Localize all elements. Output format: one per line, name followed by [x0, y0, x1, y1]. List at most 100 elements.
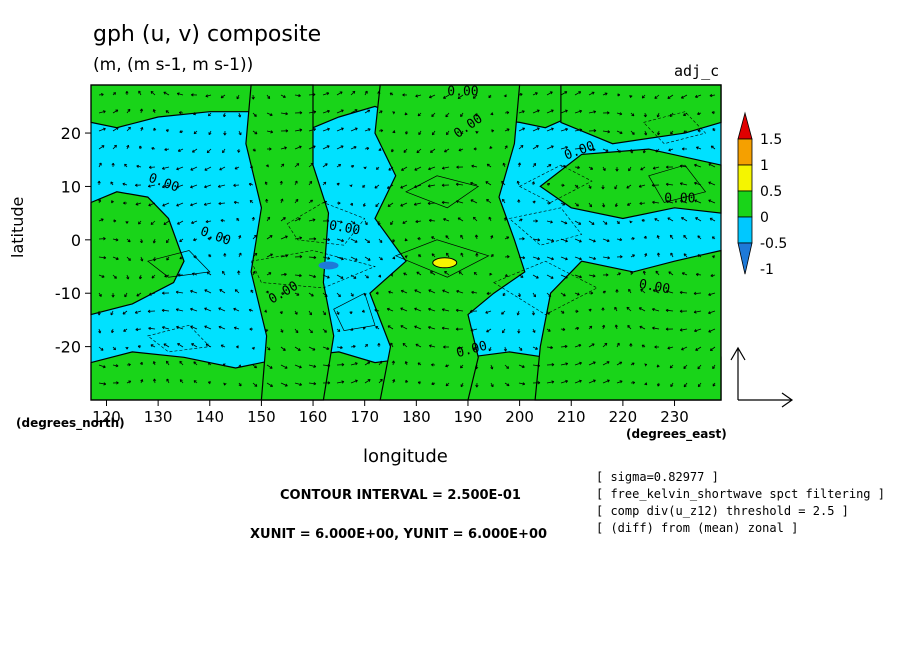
wind-vector-head — [460, 365, 464, 369]
wind-vector-head — [124, 294, 128, 298]
wind-vector-head — [404, 112, 408, 116]
wind-vector-head — [111, 294, 115, 298]
wind-vector — [205, 94, 212, 97]
wind-vector-head — [193, 255, 197, 259]
wind-vector — [252, 112, 257, 117]
wind-vector-head — [405, 131, 409, 135]
wind-vector-head — [179, 129, 183, 134]
wind-vector-head — [693, 310, 697, 314]
wind-vector-head — [431, 114, 435, 117]
wind-vector-head — [604, 342, 608, 346]
wind-vector — [308, 219, 316, 222]
x-tick-label: 130 — [144, 408, 173, 426]
wind-vector-head — [327, 381, 331, 385]
wind-vector-head — [134, 310, 138, 314]
wind-vector — [308, 346, 316, 351]
wind-vector-head — [488, 216, 492, 220]
wind-vector — [666, 183, 674, 186]
wind-vector — [308, 162, 314, 168]
wind-vector-head — [442, 289, 446, 293]
wind-vector — [308, 128, 316, 132]
wind-vector — [98, 256, 106, 259]
wind-vector-head — [233, 200, 237, 205]
wind-vector-head — [593, 110, 597, 114]
wind-vector-head — [204, 289, 208, 293]
wind-vector — [456, 309, 464, 312]
wind-vector-head — [365, 275, 369, 279]
wind-vector-head — [236, 345, 239, 349]
wind-vector — [112, 274, 117, 279]
wind-vector-head — [193, 361, 197, 365]
wind-vector-head — [136, 164, 140, 168]
wind-vector-head — [431, 382, 435, 386]
wind-vector — [442, 289, 450, 294]
wind-vector — [322, 256, 330, 260]
wind-vector-head — [340, 345, 343, 350]
wind-vector — [400, 184, 408, 189]
wind-vector-head — [270, 384, 273, 387]
positive-contour — [394, 239, 490, 278]
contour-label: 0.00 — [328, 218, 361, 238]
wind-vector-head — [248, 182, 252, 186]
wind-vector-head — [712, 128, 716, 132]
wind-vector-head — [233, 307, 237, 311]
wind-vector-head — [349, 311, 353, 315]
wind-vector-head — [123, 201, 126, 205]
wind-vector-head — [249, 200, 253, 203]
wind-vector-head — [281, 163, 285, 167]
wind-vector-head — [657, 132, 661, 136]
wind-vector-head — [374, 308, 378, 312]
wind-vector-head — [561, 183, 565, 187]
wind-vector-head — [693, 291, 697, 296]
wind-vector-head — [486, 163, 490, 167]
wind-vector-head — [641, 95, 645, 99]
wind-vector-head — [134, 183, 138, 187]
wind-vector — [680, 165, 688, 168]
wind-vector-head — [248, 308, 252, 312]
wind-vector — [308, 292, 314, 297]
wind-vector-head — [139, 145, 143, 149]
wind-vector-head — [668, 148, 672, 152]
wind-vector — [294, 382, 302, 386]
wind-vector — [233, 184, 240, 186]
wind-vector — [630, 130, 635, 135]
wind-vector — [441, 201, 450, 204]
vector-unit-text: XUNIT = 6.000E+00, YUNIT = 6.000E+00 — [250, 527, 548, 542]
wind-vector-head — [488, 348, 492, 352]
wind-vector-head — [250, 289, 254, 293]
wind-vector-head — [374, 185, 378, 189]
wind-vector-head — [533, 294, 536, 298]
wind-vector-head — [101, 274, 105, 278]
wind-vector — [192, 148, 198, 153]
wind-vector-head — [414, 325, 418, 329]
note-line: [ (diff) from (mean) zonal ] — [596, 521, 799, 535]
wind-vector-head — [575, 309, 579, 313]
wind-vector-head — [502, 293, 506, 297]
wind-vector-head — [667, 346, 671, 350]
wind-vector-head — [113, 219, 117, 223]
wind-vector-head — [254, 365, 257, 369]
wind-vector — [679, 291, 688, 294]
wind-vector — [176, 166, 184, 170]
wind-vector — [683, 235, 688, 240]
wind-vector-head — [282, 217, 286, 221]
wind-vector-head — [375, 326, 379, 329]
wind-vector-head — [164, 147, 168, 152]
wind-vector — [652, 308, 660, 312]
wind-vector — [400, 202, 408, 207]
wind-vector-head — [589, 325, 593, 329]
wind-vector-head — [579, 275, 582, 279]
wind-vector-head — [474, 234, 479, 238]
wind-vector — [470, 328, 478, 331]
wind-vector-head — [220, 344, 224, 348]
wind-vector-head — [341, 238, 344, 243]
wind-vector — [518, 110, 525, 114]
wind-vector-head — [607, 130, 611, 134]
wind-vector-head — [193, 131, 197, 135]
wind-vector-head — [362, 326, 366, 330]
wind-vector — [616, 130, 623, 134]
wind-vector-head — [351, 165, 355, 168]
wind-vector-head — [522, 382, 526, 386]
wind-vector — [602, 130, 610, 133]
wind-vector-head — [218, 201, 222, 206]
